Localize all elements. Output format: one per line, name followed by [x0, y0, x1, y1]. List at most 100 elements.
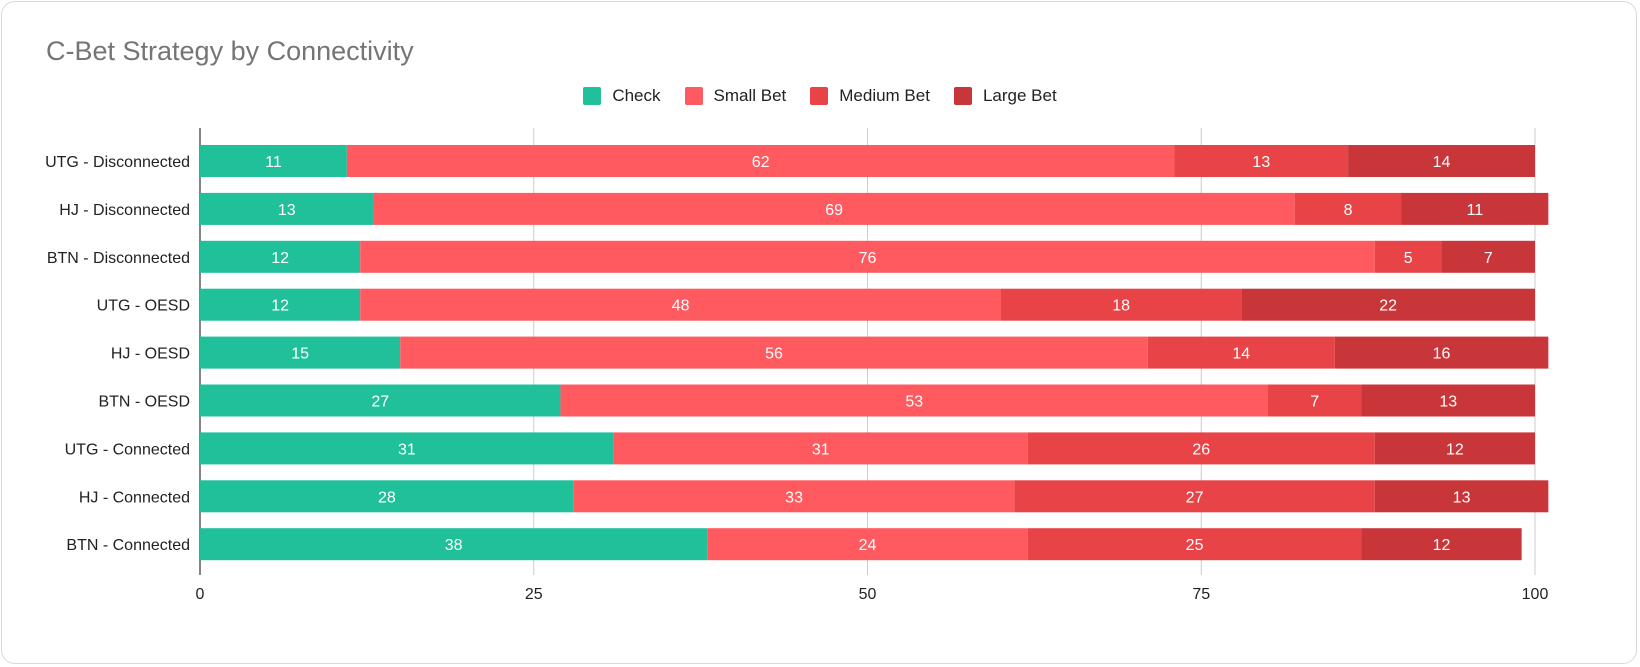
data-label: 13	[1453, 489, 1471, 506]
bar-segment-medium-bet	[1294, 192, 1402, 225]
bar-segment-medium-bet	[1147, 336, 1335, 369]
bar-segment-check	[200, 480, 574, 513]
bar-segment-medium-bet	[1027, 432, 1375, 465]
data-label: 28	[378, 489, 396, 506]
data-label: 11	[265, 154, 282, 171]
category-label: HJ - OESD	[111, 346, 190, 363]
data-label: 38	[445, 537, 463, 554]
category-label: BTN - Disconnected	[47, 250, 190, 267]
legend-item-large-bet: Large Bet	[953, 86, 1057, 106]
legend-label: Check	[612, 86, 661, 105]
x-tick-label: 25	[525, 586, 543, 603]
data-label: 13	[1439, 394, 1457, 411]
bar-segment-small-bet	[360, 240, 1375, 273]
data-label: 12	[1433, 537, 1451, 554]
category-label: UTG - Disconnected	[45, 154, 190, 171]
legend-swatch	[953, 87, 972, 105]
bar-segment-large-bet	[1361, 528, 1522, 561]
x-tick-label: 100	[1522, 586, 1549, 603]
bar-segment-check	[200, 336, 401, 369]
data-label: 31	[812, 441, 830, 458]
data-label: 18	[1112, 298, 1130, 315]
category-label: BTN - Connected	[66, 537, 190, 554]
bar-segment-small-bet	[573, 480, 1015, 513]
data-label: 11	[1467, 202, 1484, 219]
chart-title: C-Bet Strategy by Connectivity	[46, 36, 414, 66]
data-label: 13	[278, 202, 296, 219]
category-label: UTG - OESD	[97, 298, 190, 315]
legend-item-medium-bet: Medium Bet	[810, 86, 930, 106]
bar-segment-large-bet	[1241, 288, 1535, 321]
bar-segment-check	[200, 288, 361, 321]
x-tick-label: 0	[196, 586, 205, 603]
bar-segment-small-bet	[560, 384, 1268, 417]
data-label: 76	[859, 250, 877, 267]
bar-segment-check	[200, 145, 347, 177]
data-label: 7	[1484, 250, 1493, 267]
category-label: UTG - Connected	[65, 441, 190, 458]
data-label: 24	[859, 537, 877, 554]
bar-segment-small-bet	[613, 432, 1028, 465]
bar-segment-medium-bet	[1027, 528, 1362, 561]
legend-label: Large Bet	[982, 86, 1057, 105]
data-label: 27	[371, 394, 389, 411]
bar-segment-small-bet	[346, 145, 1175, 177]
legend-item-check: Check	[583, 86, 661, 106]
data-label: 22	[1379, 298, 1397, 315]
bar-segment-large-bet	[1374, 432, 1535, 465]
data-label: 15	[291, 346, 309, 363]
bar-segment-check	[200, 384, 561, 417]
data-label: 48	[672, 298, 690, 315]
data-label: 62	[752, 154, 770, 171]
bar-segment-check	[200, 528, 708, 561]
category-label: HJ - Connected	[79, 489, 190, 506]
data-label: 12	[271, 298, 289, 315]
data-label: 27	[1186, 489, 1204, 506]
data-label: 69	[825, 202, 843, 219]
legend-swatch	[583, 87, 602, 105]
bar-segment-large-bet	[1401, 192, 1549, 225]
bar-segment-small-bet	[360, 288, 1001, 321]
bar-segment-large-bet	[1441, 240, 1535, 273]
data-label: 5	[1404, 250, 1413, 267]
legend-swatch	[810, 87, 829, 105]
data-label: 8	[1344, 202, 1353, 219]
data-label: 12	[271, 250, 289, 267]
x-tick-label: 75	[1192, 586, 1210, 603]
legend-label: Medium Bet	[839, 86, 930, 105]
legend-item-small-bet: Small Bet	[684, 86, 787, 106]
data-label: 14	[1433, 154, 1451, 171]
data-label: 14	[1232, 346, 1250, 363]
data-label: 56	[765, 346, 783, 363]
bar-segment-large-bet	[1374, 480, 1549, 513]
data-label: 13	[1252, 154, 1270, 171]
bar-segment-check	[200, 192, 374, 225]
bar-segment-large-bet	[1348, 145, 1535, 177]
bar-segment-medium-bet	[1014, 480, 1375, 513]
legend-label: Small Bet	[713, 86, 787, 105]
bar-segment-medium-bet	[1174, 145, 1349, 177]
category-label: BTN - OESD	[98, 394, 190, 411]
bar-segment-small-bet	[400, 336, 1148, 369]
data-label: 31	[398, 441, 416, 458]
legend-swatch	[684, 87, 703, 105]
data-label: 26	[1192, 441, 1210, 458]
data-label: 53	[905, 394, 923, 411]
bar-segment-medium-bet	[1374, 240, 1442, 273]
chart-legend: Check Small Bet Medium Bet Large Bet	[0, 86, 1640, 106]
bar-segment-check	[200, 432, 614, 465]
bar-segment-small-bet	[373, 192, 1295, 225]
x-tick-label: 50	[859, 586, 877, 603]
data-label: 7	[1310, 394, 1319, 411]
bar-segment-check	[200, 240, 361, 273]
bar-segment-large-bet	[1334, 336, 1549, 369]
data-label: 33	[785, 489, 803, 506]
data-label: 16	[1433, 346, 1451, 363]
data-label: 12	[1446, 441, 1464, 458]
data-label: 25	[1186, 537, 1204, 554]
bar-segment-large-bet	[1361, 384, 1535, 417]
bar-segment-medium-bet	[1001, 288, 1242, 321]
bar-segment-small-bet	[707, 528, 1028, 561]
bar-segment-medium-bet	[1268, 384, 1362, 417]
